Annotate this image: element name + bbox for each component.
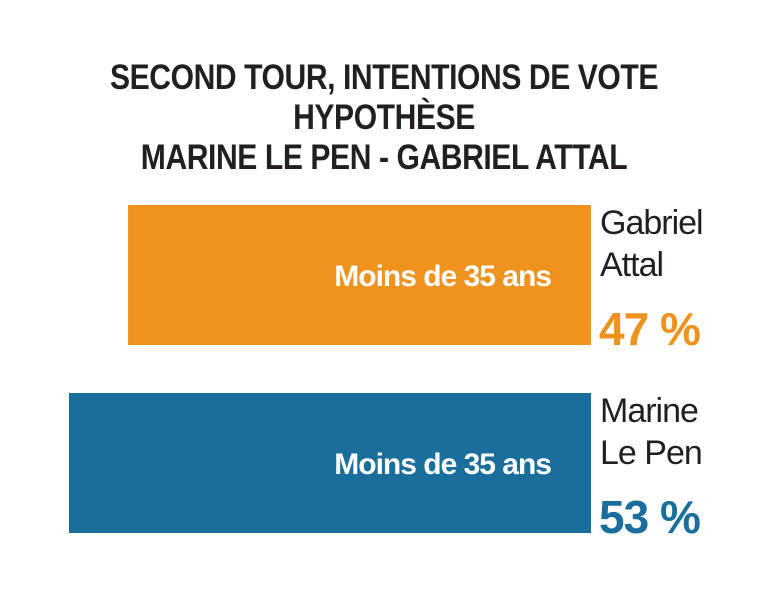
value-label-marine-le-pen: 53 % [599,491,700,543]
bar-label-marine-le-pen: Moins de 35 ans [334,448,551,481]
candidate-name-marine-le-pen-line-2: Le Pen [600,434,702,472]
candidate-name-gabriel-attal-line-2: Attal [600,246,663,284]
chart-title-line-3: MARINE LE PEN - GABRIEL ATTAL [140,138,628,177]
candidate-name-gabriel-attal-line-1: Gabriel [600,204,703,242]
bar-label-gabriel-attal: Moins de 35 ans [334,260,551,293]
bar-marine-le-pen [68,393,591,533]
chart-title-line-2: HYPOTHÈSE [293,98,475,137]
value-label-gabriel-attal: 47 % [599,303,700,355]
chart-title-line-1: SECOND TOUR, INTENTIONS DE VOTE [109,58,659,97]
chart-title: SECOND TOUR, INTENTIONS DE VOTE HYPOTHÈS… [54,58,714,178]
candidate-name-marine-le-pen-line-1: Marine [600,392,698,430]
bar-gabriel-attal [128,205,592,345]
